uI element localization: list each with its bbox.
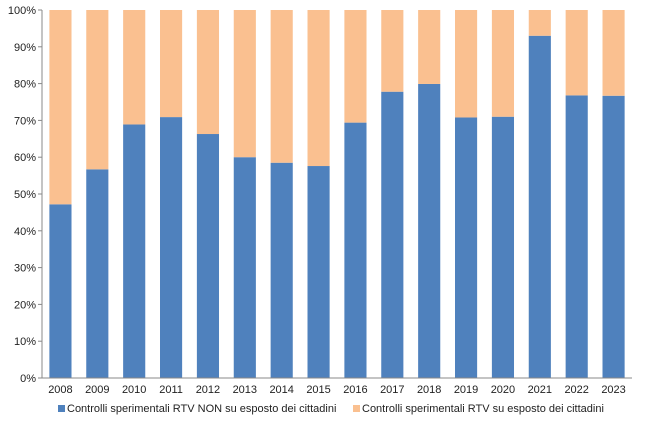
bar-non-esposto-2011 bbox=[160, 117, 183, 378]
legend-swatch-esposto bbox=[353, 405, 360, 412]
x-axis: 2008 2009 2010 2011 2012 2013 2014 2015 2016 2017… bbox=[42, 377, 632, 396]
bar-esposto-2020 bbox=[491, 10, 515, 117]
y-tick-label: 60% bbox=[14, 152, 36, 164]
bar-non-esposto-2017 bbox=[381, 91, 404, 378]
bar-esposto-2021 bbox=[528, 10, 551, 36]
bar-esposto-2017 bbox=[381, 10, 404, 92]
x-tick-label: 2012 bbox=[196, 384, 220, 396]
bar-esposto-2010 bbox=[123, 10, 146, 125]
x-tick-label: 2010 bbox=[122, 384, 146, 396]
x-tick-label: 2014 bbox=[269, 384, 293, 396]
x-tick-label: 2021 bbox=[528, 384, 552, 396]
bar-esposto-2018 bbox=[418, 10, 441, 84]
y-tick-label: 30% bbox=[14, 263, 36, 275]
x-tick-label: 2016 bbox=[343, 384, 367, 396]
x-tick-label: 2017 bbox=[380, 384, 404, 396]
x-tick-label: 2008 bbox=[48, 384, 72, 396]
y-tick-label: 10% bbox=[14, 336, 36, 348]
bar-esposto-2023 bbox=[602, 10, 625, 96]
bar-non-esposto-2008 bbox=[49, 204, 72, 378]
x-tick-label: 2019 bbox=[454, 384, 478, 396]
bar-non-esposto-2012 bbox=[196, 134, 220, 378]
bar-non-esposto-2023 bbox=[602, 95, 625, 379]
x-tick-label: 2022 bbox=[564, 384, 588, 396]
bar-non-esposto-2018 bbox=[418, 83, 441, 378]
y-tick-label: 80% bbox=[14, 79, 36, 91]
bar-esposto-2012 bbox=[196, 10, 220, 135]
bar-non-esposto-2010 bbox=[123, 124, 146, 378]
bar-esposto-2015 bbox=[307, 10, 330, 167]
bar-non-esposto-2009 bbox=[86, 169, 109, 378]
bar-esposto-2013 bbox=[233, 10, 256, 158]
x-tick-label: 2009 bbox=[85, 384, 109, 396]
bar-esposto-2008 bbox=[49, 10, 72, 205]
y-tick-label: 0% bbox=[20, 373, 36, 385]
bar-esposto-2011 bbox=[160, 10, 183, 118]
bar-non-esposto-2016 bbox=[344, 122, 367, 378]
bar-non-esposto-2022 bbox=[565, 95, 588, 378]
legend-swatch-non-esposto bbox=[58, 405, 65, 412]
x-tick-label: 2011 bbox=[159, 384, 183, 396]
bar-esposto-2019 bbox=[455, 10, 478, 118]
x-tick-label: 2020 bbox=[491, 384, 515, 396]
x-tick-label: 2018 bbox=[417, 384, 441, 396]
bar-non-esposto-2021 bbox=[528, 35, 551, 378]
bar-esposto-2014 bbox=[270, 10, 293, 163]
y-tick-label: 20% bbox=[14, 299, 36, 311]
bar-non-esposto-2015 bbox=[307, 166, 330, 378]
legend-label-esposto: Controlli sperimentali RTV su esposto de… bbox=[362, 403, 604, 415]
bar-esposto-2009 bbox=[86, 10, 109, 170]
x-tick-label: 2023 bbox=[601, 384, 625, 396]
bar-non-esposto-2020 bbox=[491, 116, 515, 378]
legend-label-non-esposto: Controlli sperimentali RTV NON su espost… bbox=[67, 403, 336, 415]
y-tick-label: 50% bbox=[14, 189, 36, 201]
y-tick-label: 90% bbox=[14, 42, 36, 54]
plot-area bbox=[49, 10, 625, 379]
legend: Controlli sperimentali RTV NON su espost… bbox=[58, 403, 604, 415]
x-tick-label: 2013 bbox=[233, 384, 257, 396]
bar-esposto-2016 bbox=[344, 10, 367, 123]
y-tick-label: 70% bbox=[14, 115, 36, 127]
x-tick-label: 2015 bbox=[306, 384, 330, 396]
bar-non-esposto-2019 bbox=[455, 117, 478, 379]
y-tick-label: 100% bbox=[8, 5, 36, 17]
bar-non-esposto-2014 bbox=[270, 162, 293, 378]
y-tick-label: 40% bbox=[14, 226, 36, 238]
bar-esposto-2022 bbox=[565, 10, 588, 96]
bar-non-esposto-2013 bbox=[233, 157, 256, 378]
y-axis: 0% 10% 20% 30% 40% 50% 60% 70% 80% 90% 100% bbox=[8, 5, 43, 385]
